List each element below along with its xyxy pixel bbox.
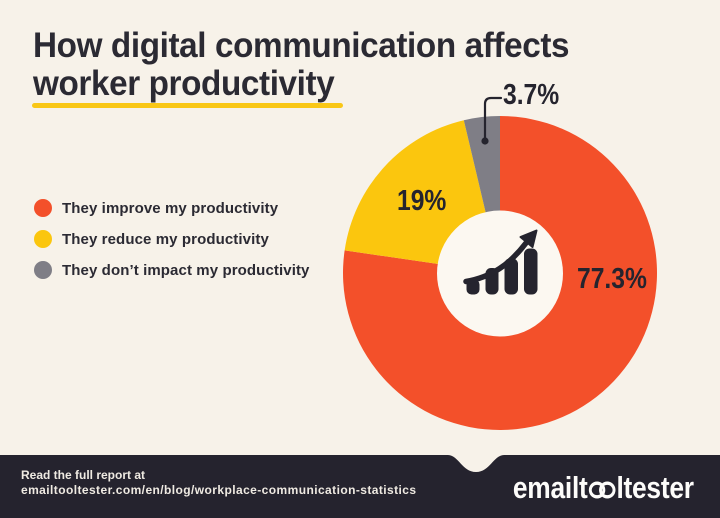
title-underline-accent xyxy=(32,103,343,108)
legend-item-reduce: They reduce my productivity xyxy=(34,228,310,250)
callout-line xyxy=(481,96,503,145)
slice-label-reduce: 19% xyxy=(397,185,447,217)
brand-logo[interactable]: emailt ltester xyxy=(513,470,694,506)
title-line-1: How digital communication affects xyxy=(33,26,570,65)
legend-label-reduce: They reduce my productivity xyxy=(62,230,269,248)
donut-hole xyxy=(437,210,563,337)
legend-dot-reduce xyxy=(34,230,52,248)
legend-dot-improve xyxy=(34,199,52,217)
logo-suffix: ltester xyxy=(616,469,695,505)
page-title: How digital communication affects worker… xyxy=(33,26,570,103)
title-line-2: worker productivity xyxy=(33,64,335,103)
legend-item-improve: They improve my productivity xyxy=(34,197,310,219)
slice-label-improve: 77.3% xyxy=(577,263,647,295)
footer-tail-notch xyxy=(448,455,504,472)
legend-item-noimpact: They don’t impact my productivity xyxy=(34,259,310,281)
legend-dot-noimpact xyxy=(34,261,52,279)
growth-chart-icon xyxy=(463,229,538,295)
slice-label-noimpact: 3.7% xyxy=(503,79,560,111)
chart-legend: They improve my productivity They reduce… xyxy=(34,197,310,290)
footer-report-line1: Read the full report at xyxy=(21,468,146,482)
logo-linked-oo-icon xyxy=(588,480,616,499)
logo-prefix: emailt xyxy=(513,469,588,505)
legend-label-improve: They improve my productivity xyxy=(62,199,279,217)
legend-label-noimpact: They don’t impact my productivity xyxy=(62,261,310,279)
footer-report-url[interactable]: emailtooltester.com/en/blog/workplace-co… xyxy=(21,482,417,497)
footer-report-text: Read the full report at emailtooltester.… xyxy=(21,468,416,497)
footer-bar: Read the full report at emailtooltester.… xyxy=(0,455,720,518)
